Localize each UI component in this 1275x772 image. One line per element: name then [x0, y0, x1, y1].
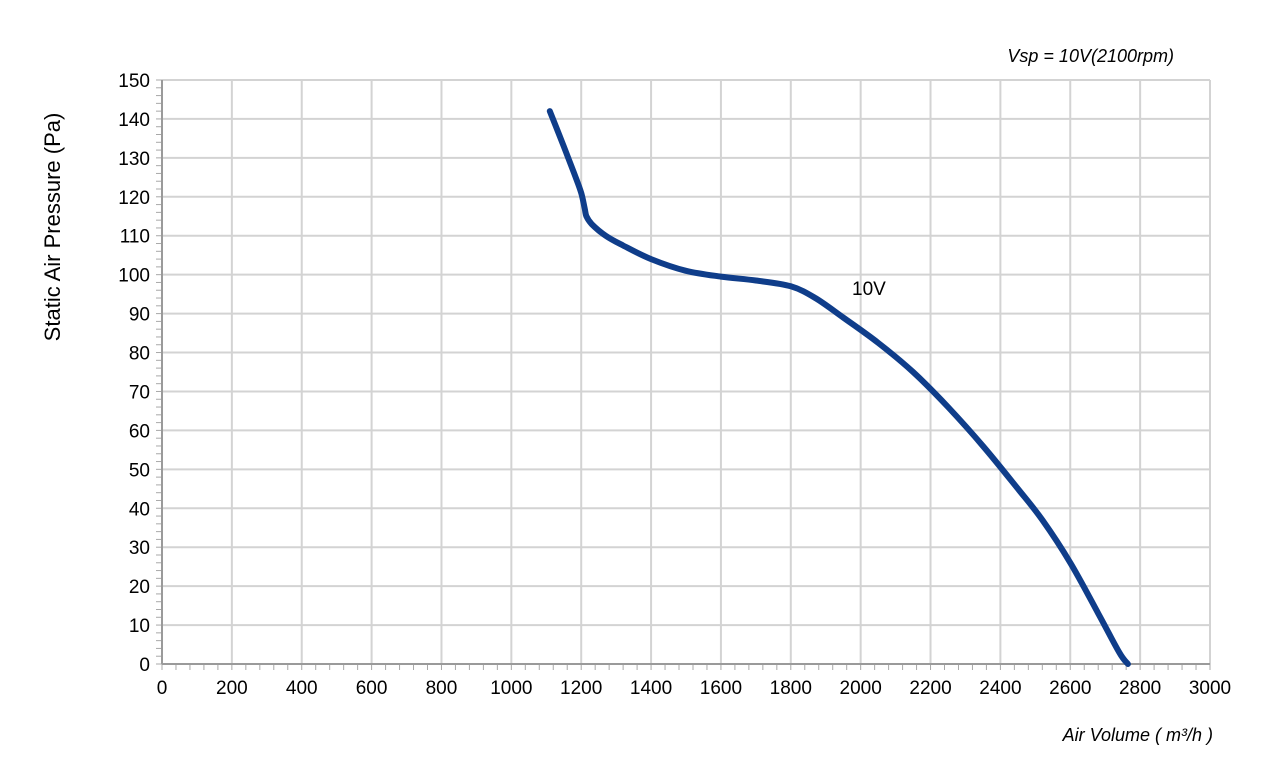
x-tick-label: 2200: [909, 678, 951, 699]
x-tick-label: 2000: [840, 678, 882, 699]
x-tick-label: 0: [157, 678, 168, 699]
x-tick-label: 1000: [490, 678, 532, 699]
x-tick-label: 1200: [560, 678, 602, 699]
x-tick-label: 2800: [1119, 678, 1161, 699]
y-tick-label: 30: [129, 538, 150, 559]
x-tick-label: 2400: [979, 678, 1021, 699]
y-tick-label: 80: [129, 344, 150, 365]
y-tick-label: 140: [118, 110, 150, 131]
y-tick-label: 70: [129, 382, 150, 403]
x-tick-label: 1600: [700, 678, 742, 699]
y-tick-label: 0: [139, 655, 150, 676]
y-tick-labels: 0 10 20 30 40 50 60 70 80 90 100 110 120 130 140 150: [118, 71, 150, 676]
x-tick-labels: 0 200 400 600 800 1000 1200 1400 1600 1800 2000 220…: [157, 678, 1231, 699]
y-tick-label: 20: [129, 577, 150, 598]
y-tick-label: 120: [118, 188, 150, 209]
series-layer: [546, 108, 1131, 667]
y-tick-label: 100: [118, 266, 150, 287]
x-tick-label: 200: [216, 678, 248, 699]
x-tick-label: 1400: [630, 678, 672, 699]
y-tick-label: 40: [129, 499, 150, 520]
y-tick-label: 130: [118, 149, 150, 170]
y-tick-label: 90: [129, 305, 150, 326]
y-tick-label: 60: [129, 421, 150, 442]
axes: [161, 80, 1210, 665]
y-tick-label: 50: [129, 460, 150, 481]
x-tick-label: 800: [426, 678, 458, 699]
y-tick-label: 110: [120, 227, 150, 248]
x-tick-label: 1800: [770, 678, 812, 699]
y-axis-title: Static Air Pressure (Pa): [40, 113, 65, 342]
y-tick-label: 150: [118, 71, 150, 92]
x-axis-title: Air Volume ( m³/h ): [1062, 725, 1213, 745]
x-tick-label: 3000: [1189, 678, 1231, 699]
x-tick-label: 2600: [1049, 678, 1091, 699]
grid: [161, 79, 1211, 665]
series-line-10v: [546, 108, 1131, 667]
x-tick-label: 400: [286, 678, 318, 699]
series-label-10v: 10V: [852, 279, 886, 300]
speed-note: Vsp = 10V(2100rpm): [1007, 46, 1174, 66]
minor-ticks: [156, 79, 1211, 670]
x-tick-label: 600: [356, 678, 388, 699]
y-tick-label: 10: [129, 616, 150, 637]
